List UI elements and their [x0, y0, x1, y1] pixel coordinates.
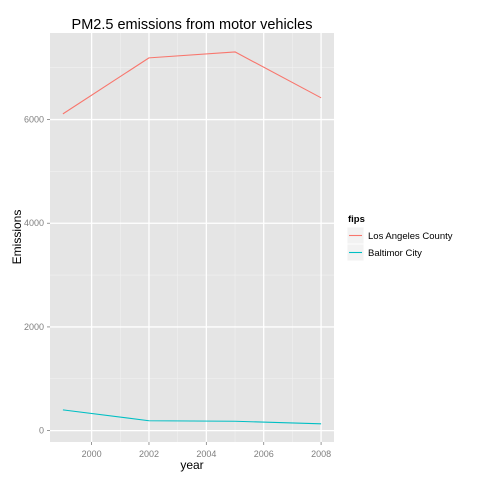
legend-item: Los Angeles County — [346, 226, 453, 245]
series-line-1 — [62, 51, 322, 115]
x-axis-title: year — [180, 458, 203, 472]
legend: fips Los Angeles County Baltimor City — [346, 214, 453, 262]
x-tick-label: 2000 — [82, 449, 102, 459]
series-layer — [62, 51, 322, 425]
series-line-2 — [62, 409, 322, 425]
legend-title: fips — [348, 214, 365, 225]
legend-label: Baltimor City — [368, 248, 422, 259]
x-tick-label: 2008 — [311, 449, 331, 459]
chart-title: PM2.5 emissions from motor vehicles — [72, 17, 313, 33]
minor-gridlines — [50, 33, 334, 442]
x-tick-label: 2006 — [254, 449, 274, 459]
y-tick-label: 4000 — [24, 218, 44, 228]
x-axis-ticks: 2000 2002 2004 2006 2008 — [82, 442, 331, 459]
legend-item: Baltimor City — [346, 243, 422, 262]
y-tick-label: 2000 — [24, 322, 44, 332]
y-axis-ticks: 0 2000 4000 6000 — [24, 115, 50, 436]
panel-background — [50, 33, 334, 442]
x-tick-label: 2004 — [196, 449, 216, 459]
y-tick-label: 6000 — [24, 115, 44, 125]
legend-label: Los Angeles County — [368, 231, 453, 242]
x-tick-label: 2002 — [139, 449, 159, 459]
y-tick-label: 0 — [39, 426, 44, 436]
y-axis-title: Emissions — [10, 210, 24, 265]
major-gridlines — [50, 33, 334, 442]
